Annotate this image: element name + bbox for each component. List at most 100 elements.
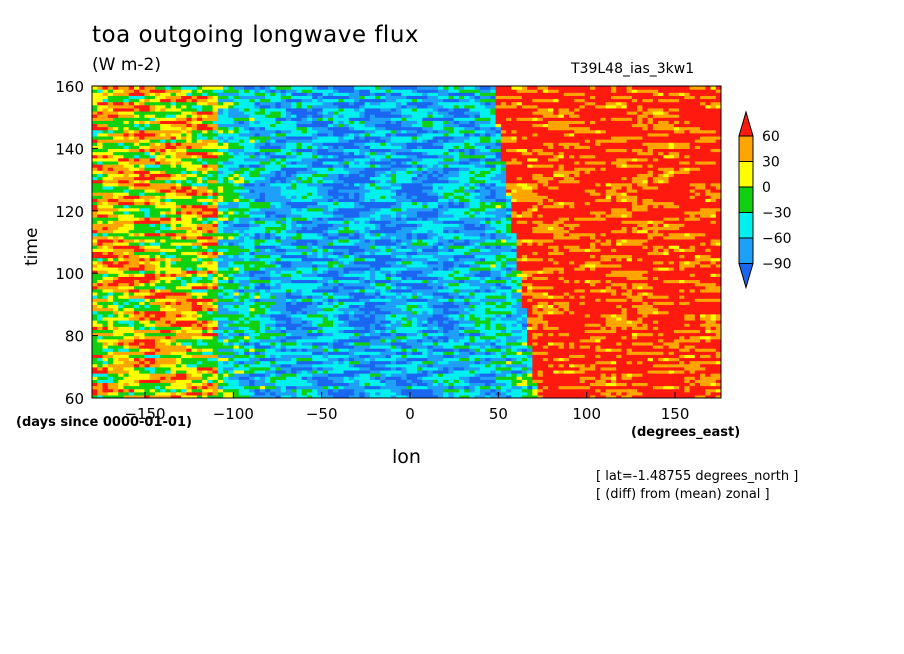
heatmap-cell [558, 329, 565, 334]
heatmap-cell [700, 313, 706, 318]
heatmap-cell [500, 326, 507, 330]
heatmap-cell [401, 270, 408, 274]
heatmap-cell [165, 388, 172, 393]
heatmap-cell [469, 382, 476, 387]
heatmap-cell [474, 316, 481, 321]
heatmap-cell [285, 320, 292, 324]
heatmap-cell [464, 335, 470, 340]
heatmap-cell [689, 304, 696, 309]
heatmap-cell [133, 351, 140, 355]
heatmap-cell [359, 369, 366, 374]
heatmap-cell [312, 351, 318, 355]
heatmap-cell [710, 388, 717, 393]
heatmap-cell [102, 313, 109, 318]
heatmap-cell [516, 373, 523, 377]
heatmap-cell [390, 391, 397, 396]
heatmap-cell [589, 363, 596, 368]
heatmap-cell [275, 316, 282, 321]
heatmap-cell [139, 357, 146, 362]
heatmap-cell [375, 338, 381, 343]
heatmap-cell [579, 394, 586, 398]
heatmap-cell [710, 279, 717, 284]
heatmap-cell [453, 282, 460, 287]
heatmap-cell [191, 354, 198, 359]
heatmap-cell [259, 369, 266, 374]
heatmap-cell [181, 276, 187, 281]
heatmap-cell [217, 332, 224, 337]
heatmap-cell [296, 332, 303, 337]
heatmap-cell [637, 298, 643, 302]
heatmap-cell [280, 295, 287, 299]
heatmap-cell [411, 273, 418, 277]
heatmap-cell [301, 344, 308, 349]
heatmap-cell [642, 291, 649, 296]
heatmap-cell [212, 332, 219, 337]
heatmap-cell [616, 369, 623, 374]
heatmap-cell [212, 313, 219, 318]
heatmap-cell [312, 285, 318, 290]
heatmap-cell [102, 344, 109, 349]
heatmap-cell [165, 323, 172, 327]
heatmap-cell [154, 279, 161, 284]
heatmap-cell [652, 382, 659, 387]
heatmap-cell [553, 301, 560, 305]
heatmap-cell [154, 351, 161, 355]
heatmap-cell [495, 285, 502, 290]
heatmap-cell [380, 376, 387, 380]
heatmap-cell [259, 357, 266, 362]
heatmap-cell [238, 332, 245, 337]
heatmap-cell [485, 295, 491, 299]
heatmap-cell [579, 385, 586, 390]
heatmap-cell [689, 323, 696, 327]
heatmap-cell [380, 266, 387, 271]
heatmap-cell [700, 338, 706, 343]
heatmap-cell [700, 320, 706, 324]
heatmap-cell [154, 298, 161, 302]
heatmap-cell [165, 276, 172, 281]
heatmap-cell [443, 366, 450, 371]
heatmap-cell [537, 320, 544, 324]
heatmap-cell [97, 279, 104, 284]
heatmap-cell [668, 354, 675, 359]
heatmap-cell [516, 285, 523, 290]
heatmap-cell [563, 313, 570, 318]
heatmap-cell [396, 282, 402, 287]
heatmap-cell [396, 376, 402, 380]
heatmap-cell [401, 335, 408, 340]
heatmap-cell [364, 348, 371, 352]
heatmap-cell [658, 335, 664, 340]
heatmap-cell [589, 351, 596, 355]
heatmap-cell [259, 379, 266, 383]
heatmap-cell [364, 366, 371, 371]
heatmap-cell [506, 369, 512, 374]
heatmap-cell [170, 266, 177, 271]
heatmap-cell [616, 338, 623, 343]
heatmap-cell [223, 376, 229, 380]
heatmap-cell [249, 373, 256, 377]
heatmap-cell [97, 285, 104, 290]
heatmap-cell [705, 376, 712, 380]
heatmap-cell [700, 316, 706, 321]
heatmap-cell [364, 391, 371, 396]
heatmap-cell [600, 320, 607, 324]
heatmap-cell [112, 335, 119, 340]
heatmap-cell [249, 354, 256, 359]
heatmap-cell [469, 376, 476, 380]
heatmap-cell [631, 369, 638, 374]
heatmap-cell [254, 382, 261, 387]
heatmap-cell [306, 288, 313, 293]
heatmap-cell [322, 307, 329, 312]
heatmap-cell [558, 270, 565, 274]
heatmap-cell [558, 282, 565, 287]
heatmap-cell [102, 310, 109, 315]
heatmap-cell [490, 363, 497, 368]
heatmap-cell [458, 298, 465, 302]
heatmap-cell [605, 338, 612, 343]
heatmap-cell [327, 363, 334, 368]
heatmap-cell [637, 285, 643, 290]
heatmap-cell [306, 279, 313, 284]
heatmap-cell [621, 385, 628, 390]
heatmap-cell [637, 316, 643, 321]
heatmap-cell [511, 363, 518, 368]
heatmap-cell [181, 329, 187, 334]
